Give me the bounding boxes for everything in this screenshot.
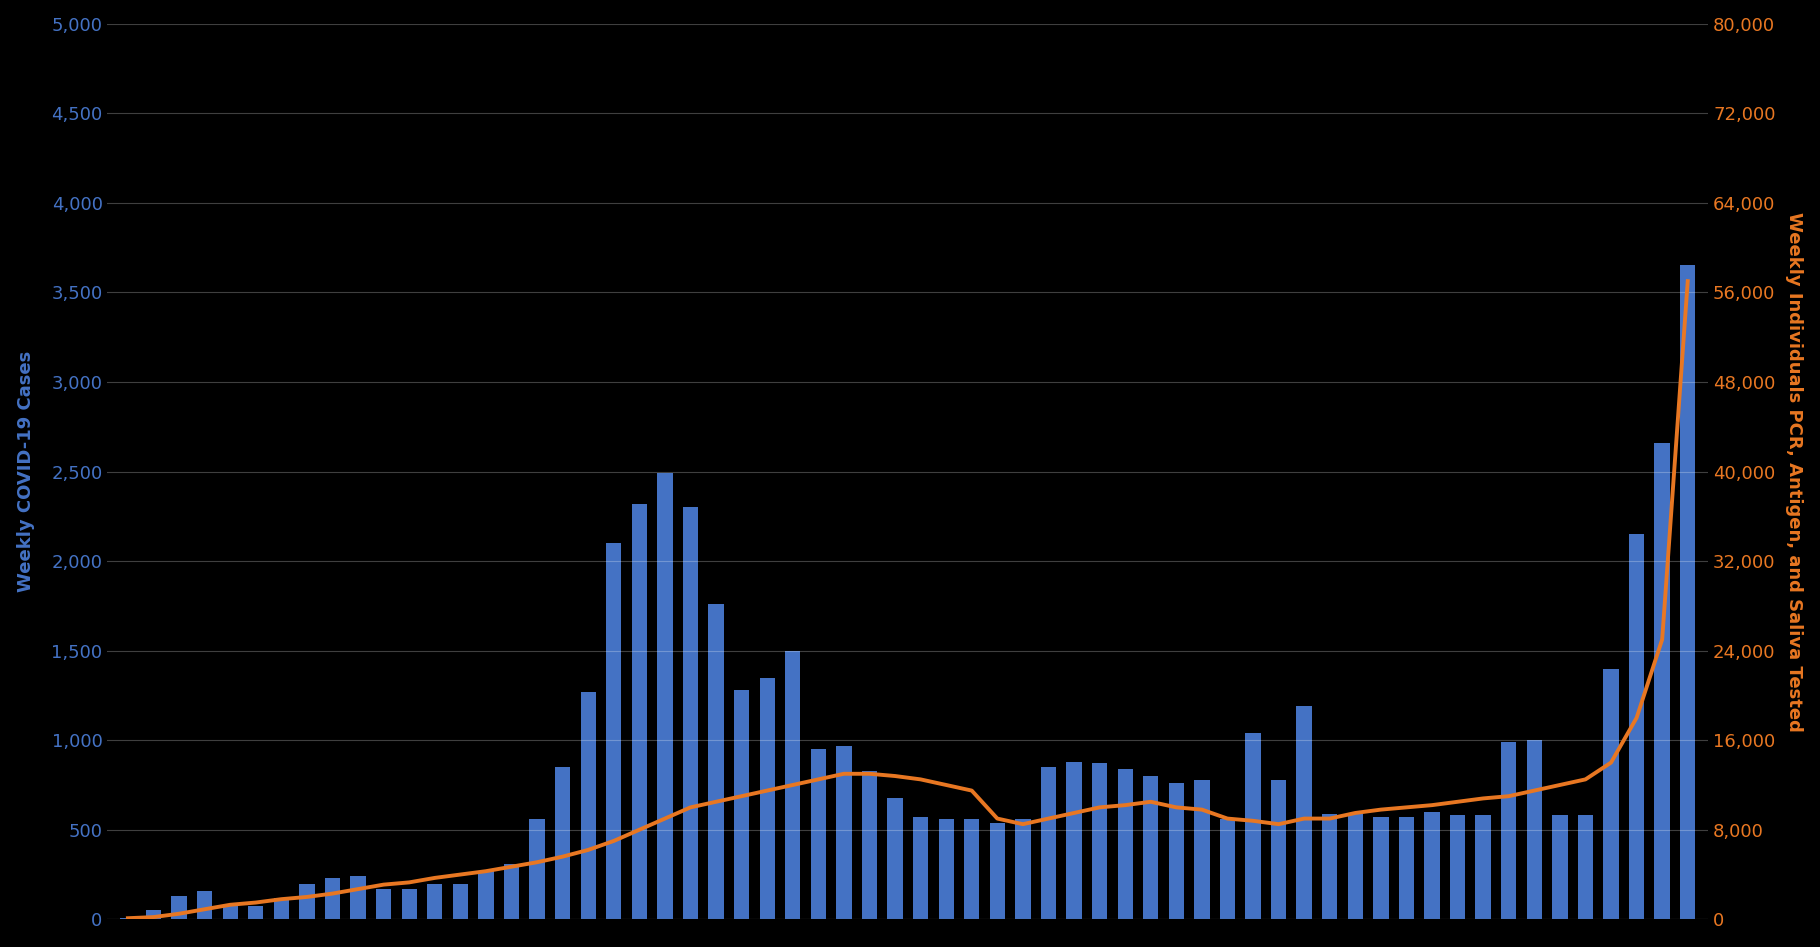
Bar xyxy=(1578,815,1592,920)
Bar xyxy=(1296,706,1312,920)
Bar xyxy=(377,889,391,920)
Bar xyxy=(1476,815,1491,920)
Bar xyxy=(1194,779,1210,920)
Bar xyxy=(632,504,646,920)
Bar xyxy=(479,871,493,920)
Y-axis label: Weekly COVID-19 Cases: Weekly COVID-19 Cases xyxy=(16,351,35,592)
Bar xyxy=(965,819,979,920)
Bar xyxy=(733,690,750,920)
Bar xyxy=(581,692,595,920)
Bar xyxy=(222,906,238,920)
Y-axis label: Weekly Individuals PCR, Antigen, and Saliva Tested: Weekly Individuals PCR, Antigen, and Sal… xyxy=(1785,211,1804,731)
Bar xyxy=(402,889,417,920)
Bar xyxy=(1603,669,1618,920)
Bar xyxy=(914,817,928,920)
Bar xyxy=(1451,815,1465,920)
Bar xyxy=(428,884,442,920)
Bar xyxy=(555,767,570,920)
Bar xyxy=(197,891,213,920)
Bar xyxy=(120,918,135,920)
Bar xyxy=(273,898,289,920)
Bar xyxy=(1067,761,1081,920)
Bar xyxy=(1347,813,1363,920)
Bar xyxy=(1245,733,1261,920)
Bar xyxy=(171,896,187,920)
Bar xyxy=(1143,776,1158,920)
Bar xyxy=(504,864,519,920)
Bar xyxy=(708,604,724,920)
Bar xyxy=(1117,769,1132,920)
Bar xyxy=(1092,763,1107,920)
Bar xyxy=(939,819,954,920)
Bar xyxy=(146,910,162,920)
Bar xyxy=(453,884,468,920)
Bar xyxy=(298,884,315,920)
Bar xyxy=(530,819,544,920)
Bar xyxy=(888,797,903,920)
Bar xyxy=(1425,812,1440,920)
Bar xyxy=(1502,742,1516,920)
Bar xyxy=(1654,443,1669,920)
Bar xyxy=(1552,815,1567,920)
Bar xyxy=(810,749,826,920)
Bar xyxy=(1321,813,1338,920)
Bar xyxy=(1168,783,1185,920)
Bar xyxy=(990,823,1005,920)
Bar xyxy=(606,544,621,920)
Bar xyxy=(784,651,801,920)
Bar xyxy=(863,771,877,920)
Bar xyxy=(351,876,366,920)
Bar xyxy=(1270,779,1287,920)
Bar xyxy=(759,677,775,920)
Bar xyxy=(1680,265,1696,920)
Bar xyxy=(1016,819,1030,920)
Bar xyxy=(1219,819,1236,920)
Bar xyxy=(1041,767,1056,920)
Bar xyxy=(1374,817,1389,920)
Bar xyxy=(1400,817,1414,920)
Bar xyxy=(1527,741,1542,920)
Bar xyxy=(657,474,673,920)
Bar xyxy=(248,906,264,920)
Bar xyxy=(324,878,340,920)
Bar xyxy=(1629,534,1643,920)
Bar xyxy=(835,745,852,920)
Bar xyxy=(682,508,699,920)
